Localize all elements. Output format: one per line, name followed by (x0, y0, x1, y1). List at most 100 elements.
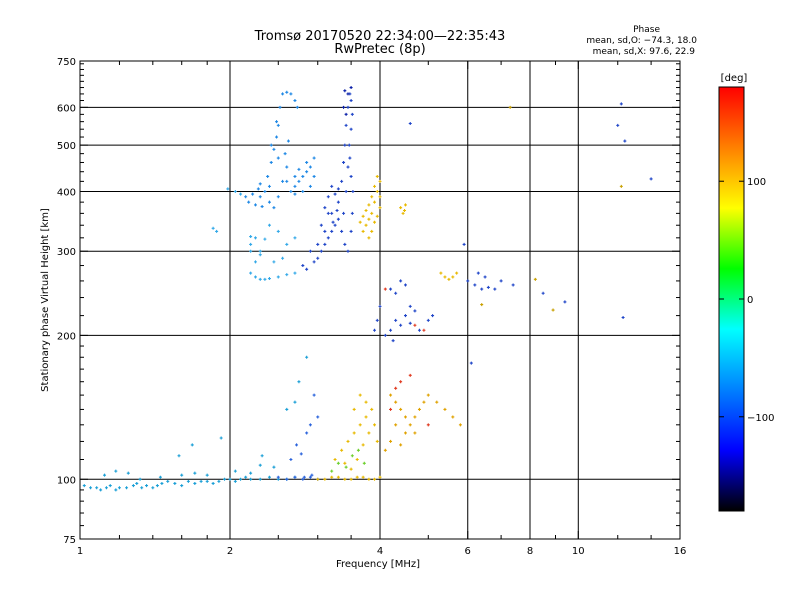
data-point (285, 242, 289, 246)
data-point (473, 283, 477, 287)
data-point (249, 235, 253, 239)
data-point (285, 179, 289, 183)
data-point (336, 200, 340, 204)
data-point (483, 275, 487, 279)
data-point (362, 461, 366, 465)
data-point (114, 488, 118, 492)
data-point (267, 475, 271, 479)
data-point (305, 160, 309, 164)
data-point (399, 323, 403, 327)
data-point (511, 283, 515, 287)
x-tick-label: 2 (227, 546, 233, 557)
data-point (399, 443, 403, 447)
data-point (323, 229, 327, 233)
data-point (349, 127, 353, 131)
data-point (297, 179, 301, 183)
data-point (364, 400, 368, 404)
data-point (299, 452, 303, 456)
data-point (349, 229, 353, 233)
data-point (346, 92, 350, 96)
data-point (244, 475, 248, 479)
data-point (114, 469, 118, 473)
data-point (283, 152, 287, 156)
data-point (447, 277, 451, 281)
data-point (619, 184, 623, 188)
data-point (323, 242, 327, 246)
data-point (370, 229, 374, 233)
data-point (308, 184, 312, 188)
data-point (364, 209, 368, 213)
data-point (308, 249, 312, 253)
x-tick-label: 8 (527, 546, 533, 557)
data-point (293, 400, 297, 404)
data-point (281, 179, 285, 183)
data-point (258, 277, 262, 281)
data-point (361, 229, 365, 233)
data-point (352, 431, 356, 435)
data-point (251, 192, 255, 196)
data-point (233, 479, 237, 483)
data-point (399, 407, 403, 411)
data-point (330, 211, 334, 215)
data-point (312, 260, 316, 264)
data-point (347, 143, 351, 147)
data-point (272, 147, 276, 151)
data-point (342, 211, 346, 215)
data-point (394, 318, 398, 322)
data-point (276, 229, 280, 233)
data-point (305, 431, 309, 435)
y-tick-labels: 75 100 200 300 400 500 600 750 (57, 57, 76, 546)
data-point (367, 431, 371, 435)
data-point (330, 184, 334, 188)
y-tick-label: 400 (57, 187, 76, 198)
data-point (323, 206, 327, 210)
data-point (533, 277, 537, 281)
data-point (350, 454, 354, 458)
data-point (340, 179, 344, 183)
data-point (378, 304, 382, 308)
axis-ticks (79, 60, 681, 540)
data-point (293, 192, 297, 196)
data-point (267, 184, 271, 188)
data-point (435, 400, 439, 404)
y-tick-label: 300 (57, 247, 76, 258)
data-point (275, 135, 279, 139)
data-point (499, 279, 503, 283)
x-axis-label: Frequency [MHz] (336, 559, 420, 570)
data-point (247, 200, 251, 204)
data-point (563, 300, 567, 304)
data-point (451, 275, 455, 279)
data-point (95, 486, 99, 490)
data-point (316, 242, 320, 246)
data-point (375, 318, 379, 322)
data-point (258, 463, 262, 467)
data-point (158, 475, 162, 479)
data-point (228, 477, 232, 481)
data-point (389, 439, 393, 443)
data-point (623, 139, 627, 143)
data-point (253, 275, 257, 279)
phase-x-stats: mean, sd,X: 97.6, 22.9 (593, 47, 696, 57)
data-point (316, 256, 320, 260)
x-tick-label: 16 (674, 546, 687, 557)
data-point (413, 431, 417, 435)
data-point (205, 473, 209, 477)
data-point (621, 315, 625, 319)
data-point (276, 475, 280, 479)
data-point (135, 481, 139, 485)
data-point (493, 287, 497, 291)
data-point (249, 271, 253, 275)
data-point (177, 454, 181, 458)
data-point (355, 457, 359, 461)
data-point (312, 393, 316, 397)
data-point (289, 92, 293, 96)
data-point (219, 436, 223, 440)
data-point (226, 187, 230, 191)
data-point (403, 314, 407, 318)
data-point (367, 477, 371, 481)
data-point (391, 339, 395, 343)
data-point (82, 484, 86, 488)
data-point (256, 187, 260, 191)
y-tick-label: 75 (63, 535, 76, 546)
data-point (244, 195, 248, 199)
